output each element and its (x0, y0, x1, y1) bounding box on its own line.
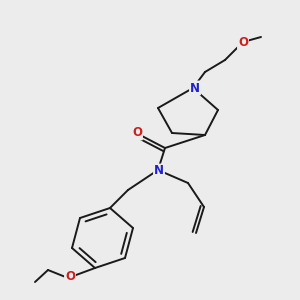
Text: O: O (65, 269, 75, 283)
Text: N: N (190, 82, 200, 94)
Text: O: O (132, 127, 142, 140)
Text: N: N (154, 164, 164, 178)
Text: O: O (238, 35, 248, 49)
